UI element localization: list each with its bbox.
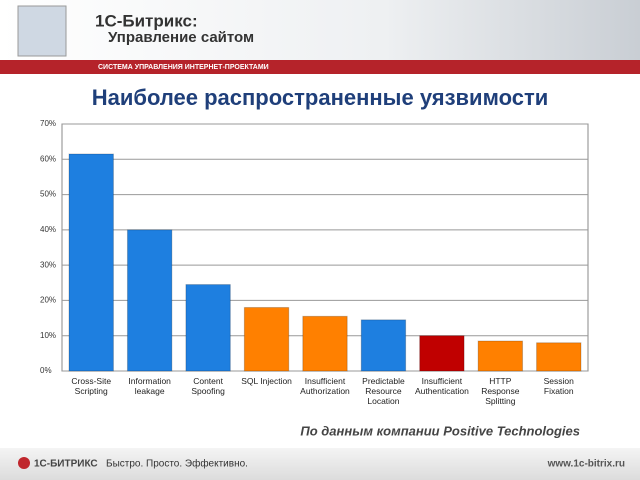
footer-band <box>0 448 640 480</box>
bar <box>126 229 173 372</box>
source: По данным компании Positive Technologies <box>300 423 580 438</box>
bar <box>477 340 524 372</box>
y-tick-label: 30% <box>40 260 56 269</box>
brand: 1С-Битрикс: <box>95 11 198 30</box>
bar <box>302 315 348 372</box>
y-tick-label: 60% <box>40 154 56 163</box>
footer-logo-icon <box>18 457 30 469</box>
slogan: Быстро. Просто. Эффективно. <box>106 458 248 470</box>
y-tick-label: 0% <box>40 366 52 375</box>
product: Управление сайтом <box>108 29 254 46</box>
y-tick-label: 10% <box>40 331 56 340</box>
bar <box>68 153 114 372</box>
x-tick-label: Cross-Site Scripting <box>71 376 112 396</box>
y-tick-label: 40% <box>40 225 56 234</box>
header-stripe <box>0 60 640 74</box>
bar <box>185 284 231 372</box>
x-tick-label: HTTP Response Splitting <box>481 376 520 406</box>
product-box <box>17 5 67 57</box>
x-tick-label: Predictable Resource Location <box>362 376 405 406</box>
x-tick-label: Session Fixation <box>543 376 574 396</box>
url: www.1c-bitrix.ru <box>547 459 625 470</box>
x-tick-label: Content Spoofing <box>191 376 225 396</box>
bar <box>243 306 290 372</box>
x-tick-label: Insufficient Authorization <box>300 376 350 396</box>
header-band <box>0 0 640 60</box>
y-tick-label: 50% <box>40 190 56 199</box>
bar <box>360 319 407 372</box>
x-tick-label: Insufficient Authentication <box>414 376 469 396</box>
bar <box>419 335 465 372</box>
chart-title: Наиболее распространенные уязвимости <box>92 85 549 110</box>
bar <box>536 342 582 372</box>
x-tick-label: SQL Injection <box>241 376 292 386</box>
y-tick-label: 20% <box>40 296 56 305</box>
x-tick-label: Information leakage <box>128 376 171 396</box>
y-tick-label: 70% <box>40 119 56 128</box>
footer-logo: 1С-БИТРИКС <box>34 459 98 470</box>
tagline: СИСТЕМА УПРАВЛЕНИЯ ИНТЕРНЕТ-ПРОЕКТАМИ <box>98 64 269 71</box>
